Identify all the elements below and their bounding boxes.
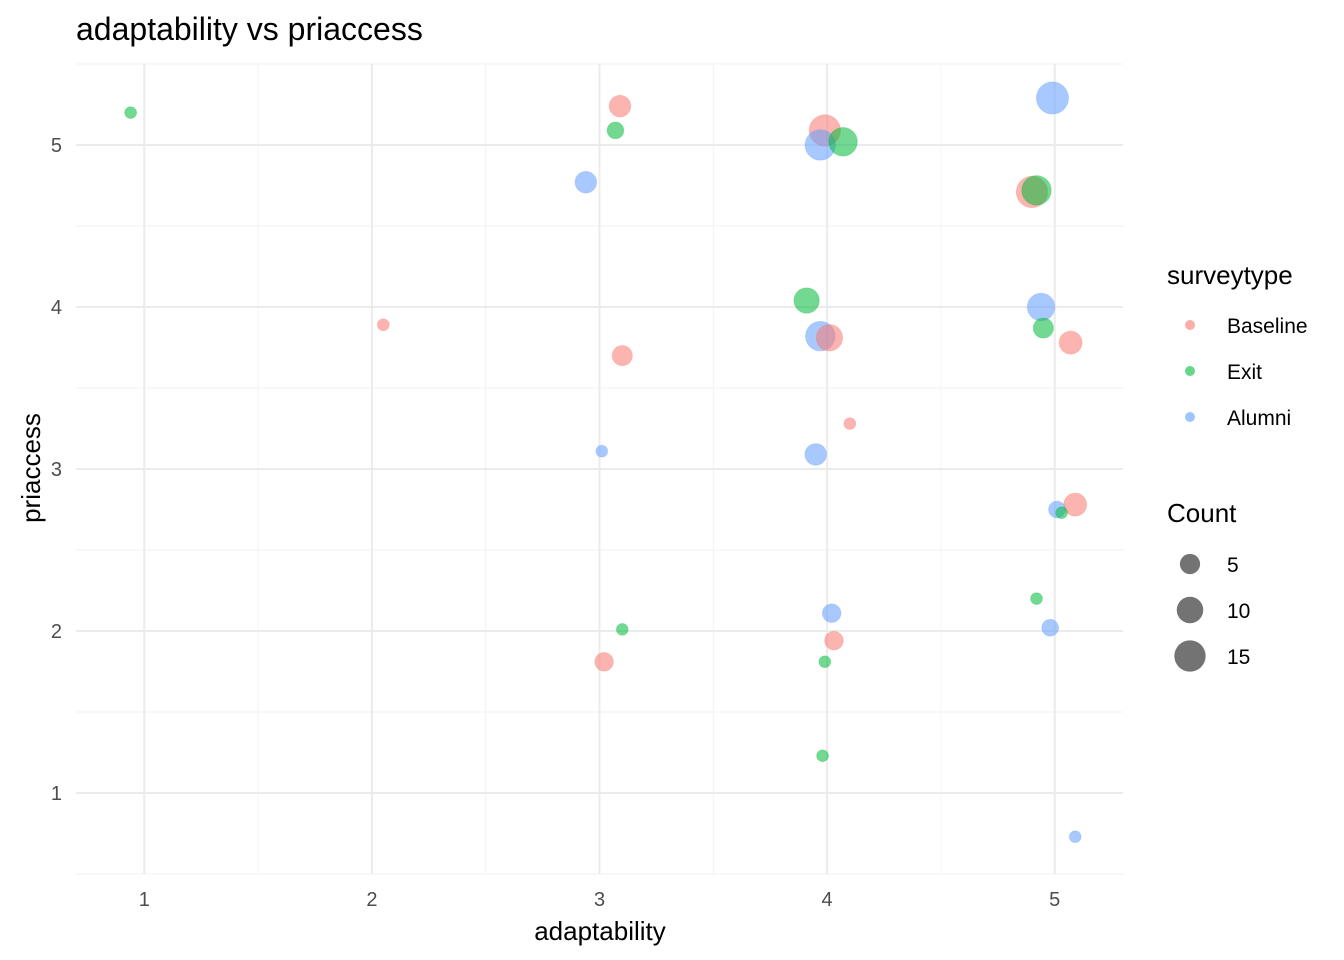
point-baseline <box>611 344 633 367</box>
point-alumni <box>1035 81 1070 115</box>
x-tick-label: 2 <box>366 889 377 911</box>
point-baseline <box>376 318 390 332</box>
point-alumni <box>1026 292 1056 322</box>
y-tick-label: 3 <box>51 459 62 481</box>
y-tick-label: 2 <box>51 621 62 643</box>
point-exit <box>818 655 832 669</box>
y-tick-label: 4 <box>51 297 62 319</box>
point-exit <box>828 126 858 157</box>
point-baseline <box>608 94 632 118</box>
point-exit <box>816 749 829 763</box>
point-alumni <box>595 444 609 458</box>
x-tick-label: 1 <box>139 889 150 911</box>
size-legend-key <box>1179 553 1201 575</box>
legend: surveytype Baseline Exit Alumni Count 5 10 1… <box>1167 260 1308 672</box>
point-alumni <box>1068 830 1082 844</box>
point-exit <box>1055 506 1068 520</box>
legend-key-baseline <box>1185 320 1195 330</box>
size-legend-key <box>1174 640 1206 672</box>
x-axis-title: adaptability <box>534 916 666 946</box>
color-legend: Baseline Exit Alumni <box>1185 315 1308 430</box>
y-tick-label: 5 <box>51 135 62 157</box>
y-tick-label: 1 <box>51 783 62 805</box>
point-alumni <box>1041 618 1060 637</box>
point-baseline <box>594 651 614 672</box>
x-tick-label: 3 <box>594 889 605 911</box>
size-legend-label: 5 <box>1227 554 1239 577</box>
size-legend-label: 10 <box>1227 600 1250 623</box>
point-baseline <box>1058 330 1083 355</box>
point-exit <box>615 622 629 636</box>
grid <box>76 63 1123 875</box>
point-exit <box>606 121 625 140</box>
legend-key-exit <box>1185 366 1195 376</box>
chart-title: adaptability vs priaccess <box>76 11 423 47</box>
color-legend-title: surveytype <box>1167 260 1293 290</box>
point-alumni <box>574 170 598 194</box>
point-baseline <box>824 630 844 651</box>
size-legend-title: Count <box>1167 498 1237 528</box>
legend-label-baseline: Baseline <box>1227 315 1308 338</box>
point-exit <box>1030 592 1043 605</box>
axis-ticks: 1 2 3 4 5 1 2 3 4 5 <box>51 135 1060 911</box>
y-axis-title: priaccess <box>16 413 46 523</box>
point-exit <box>1021 175 1052 206</box>
point-exit <box>793 287 820 314</box>
legend-key-alumni <box>1185 412 1195 422</box>
size-legend: 5 10 15 <box>1174 553 1250 672</box>
legend-label-exit: Exit <box>1227 361 1262 384</box>
size-legend-label: 15 <box>1227 646 1250 669</box>
point-exit <box>1032 317 1054 339</box>
x-tick-label: 4 <box>822 889 833 911</box>
point-baseline <box>815 324 844 352</box>
size-legend-key <box>1176 596 1204 624</box>
x-tick-label: 5 <box>1049 889 1060 911</box>
point-alumni <box>821 603 842 623</box>
legend-label-alumni: Alumni <box>1227 407 1291 430</box>
data-points <box>124 81 1088 844</box>
point-exit <box>124 106 138 119</box>
point-alumni <box>804 443 828 466</box>
point-baseline <box>843 417 857 431</box>
